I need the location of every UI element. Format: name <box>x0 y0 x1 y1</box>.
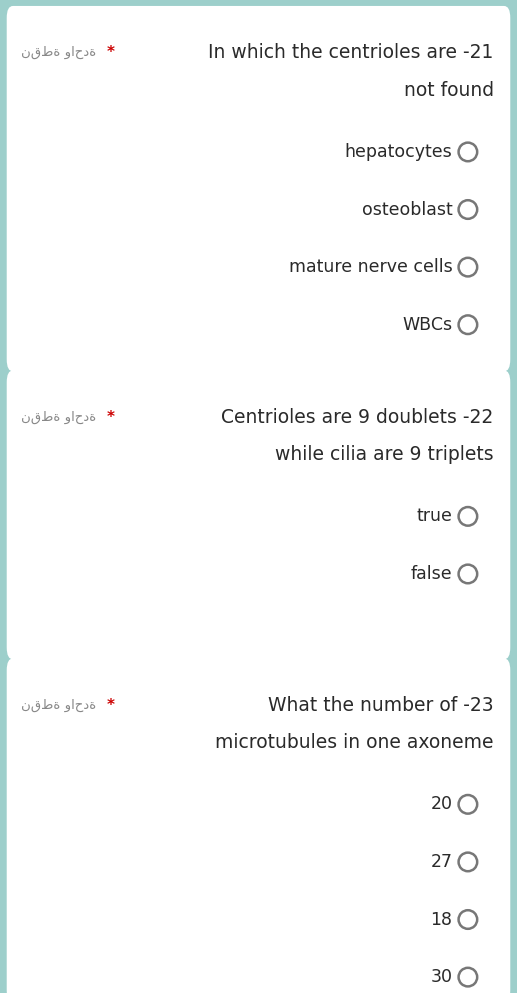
Text: 20: 20 <box>430 795 452 813</box>
Text: osteoblast: osteoblast <box>361 201 452 218</box>
Text: *: * <box>107 409 115 425</box>
Text: What the number of -23: What the number of -23 <box>268 695 494 715</box>
Text: نقطة واحدة: نقطة واحدة <box>21 410 96 424</box>
FancyBboxPatch shape <box>7 658 510 993</box>
Text: false: false <box>410 565 452 583</box>
Text: not found: not found <box>404 80 494 100</box>
Text: *: * <box>107 697 115 713</box>
Text: 18: 18 <box>430 911 452 928</box>
Text: true: true <box>417 507 452 525</box>
Text: 30: 30 <box>430 968 452 986</box>
Text: 27: 27 <box>430 853 452 871</box>
Text: *: * <box>107 45 115 61</box>
Text: hepatocytes: hepatocytes <box>345 143 452 161</box>
Text: WBCs: WBCs <box>402 316 452 334</box>
Text: mature nerve cells: mature nerve cells <box>288 258 452 276</box>
Text: نقطة واحدة: نقطة واحدة <box>21 46 96 60</box>
Text: Centrioles are 9 doublets -22: Centrioles are 9 doublets -22 <box>221 407 494 427</box>
Text: microtubules in one axoneme: microtubules in one axoneme <box>215 733 494 753</box>
FancyBboxPatch shape <box>7 6 510 371</box>
Text: In which the centrioles are -21: In which the centrioles are -21 <box>208 43 494 63</box>
FancyBboxPatch shape <box>7 370 510 659</box>
Text: while cilia are 9 triplets: while cilia are 9 triplets <box>275 445 494 465</box>
Text: نقطة واحدة: نقطة واحدة <box>21 698 96 712</box>
